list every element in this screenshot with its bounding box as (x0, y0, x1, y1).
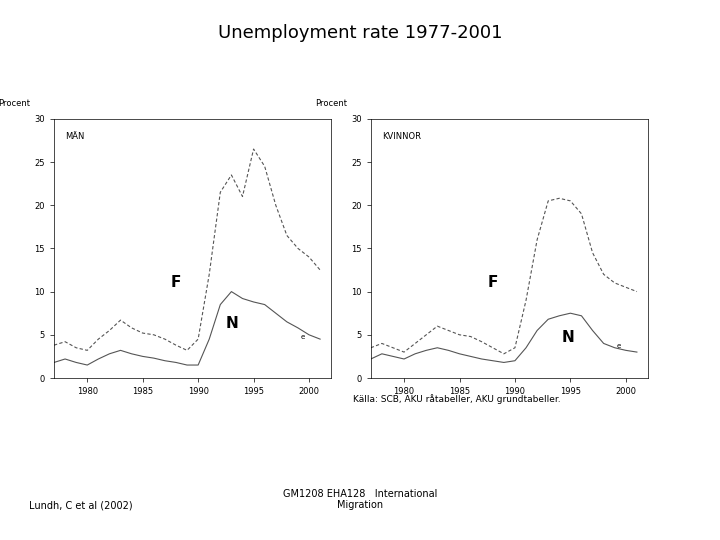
Text: e: e (300, 334, 305, 340)
Text: Lundh, C et al (2002): Lundh, C et al (2002) (29, 500, 132, 510)
Text: e: e (617, 343, 621, 349)
Text: GM1208 EHA128   International
Migration: GM1208 EHA128 International Migration (283, 489, 437, 510)
Text: Procent: Procent (315, 99, 347, 109)
Text: N: N (226, 316, 238, 331)
Text: MÄN: MÄN (65, 132, 84, 141)
Text: F: F (171, 275, 181, 291)
Text: KVINNOR: KVINNOR (382, 132, 421, 141)
Text: Procent: Procent (0, 99, 30, 109)
Text: F: F (487, 275, 498, 291)
Text: Källa: SCB, AKU råtabeller, AKU grundtabeller.: Källa: SCB, AKU råtabeller, AKU grundtab… (353, 394, 560, 404)
Text: Unemployment rate 1977-2001: Unemployment rate 1977-2001 (217, 24, 503, 42)
Text: N: N (562, 330, 575, 345)
